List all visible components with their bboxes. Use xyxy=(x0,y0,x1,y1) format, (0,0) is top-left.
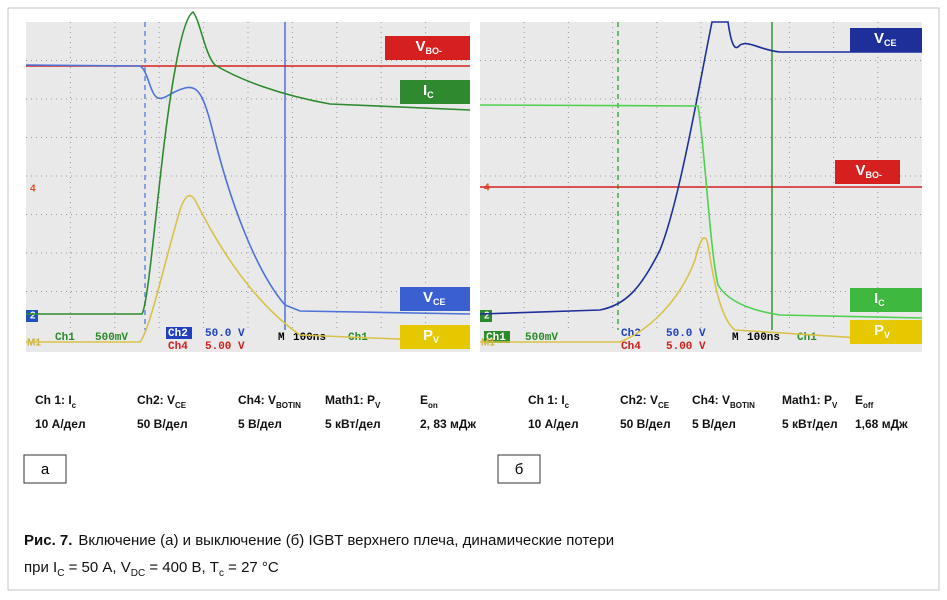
symbol-sub: CE xyxy=(433,297,446,307)
ref-marker: 2 xyxy=(30,311,36,322)
status-text: Ch2 xyxy=(168,328,188,340)
figure: Ch1500mVCh2Ch450.0 V5.00 VM100nsCh12.50 … xyxy=(0,0,947,600)
status-text: 50.0 V xyxy=(666,328,706,340)
symbol-sub: C xyxy=(878,298,885,308)
symbol-sub: V xyxy=(832,401,838,410)
setting-value: 10 А/дел xyxy=(35,417,86,431)
setting-header: Math1: PV xyxy=(782,393,838,409)
symbol-sub: V xyxy=(884,330,890,340)
symbol-sub: V xyxy=(375,401,381,410)
symbol-sub: C xyxy=(427,90,434,100)
caption-text: = 400 В, T xyxy=(145,559,219,576)
symbol-main: V xyxy=(416,38,426,55)
symbol-sub: BOTIN xyxy=(276,401,301,410)
caption-text: = 27 °C xyxy=(224,559,279,576)
caption-sub: DC xyxy=(131,568,145,579)
setting-header: Ch 1: Ic xyxy=(35,393,77,409)
symbol-sub: CE xyxy=(175,401,187,410)
symbol-main: Ch4: V xyxy=(238,393,276,407)
status-text: 100ns xyxy=(747,332,780,344)
ref-marker: M1 xyxy=(481,338,495,349)
ref-marker: M1 xyxy=(27,338,41,349)
panel-label: а xyxy=(41,461,50,478)
symbol-sub: c xyxy=(72,401,77,410)
symbol-main: Math1: P xyxy=(325,393,375,407)
setting-header: Math1: PV xyxy=(325,393,381,409)
symbol-main: Ch 1: I xyxy=(35,393,72,407)
symbol-main: E xyxy=(855,393,863,407)
symbol-main: Ch2: V xyxy=(137,393,175,407)
status-text: 5.00 V xyxy=(666,341,706,353)
symbol-sub: off xyxy=(863,401,874,410)
caption-number: Рис. 7. xyxy=(24,532,72,549)
setting-value: 5 кВт/дел xyxy=(325,417,381,431)
setting-value: 5 В/дел xyxy=(238,417,282,431)
symbol-sub: V xyxy=(433,335,439,345)
setting-value: 10 А/дел xyxy=(528,417,579,431)
ref-marker: 4 xyxy=(30,184,36,195)
ref-marker: 2 xyxy=(484,311,490,322)
symbol-main: Math1: P xyxy=(782,393,832,407)
status-text: M xyxy=(278,332,285,344)
setting-value: 50 В/дел xyxy=(620,417,671,431)
status-text: Ch4 xyxy=(621,341,641,353)
setting-value: 50 В/дел xyxy=(137,417,188,431)
caption-line: Рис. 7. Включение (а) и выключение (б) IG… xyxy=(24,532,614,549)
trace-label-box xyxy=(850,288,922,312)
symbol-main: Ch2: V xyxy=(620,393,658,407)
setting-header: Ch 1: Ic xyxy=(528,393,570,409)
symbol-sub: CE xyxy=(884,38,897,48)
status-text: 5.00 V xyxy=(205,341,245,353)
symbol-main: V xyxy=(856,162,866,179)
trace-label-box xyxy=(400,80,470,104)
status-text: Ch4 xyxy=(168,341,188,353)
caption-sub: C xyxy=(57,568,64,579)
symbol-sub: BO- xyxy=(866,170,883,180)
symbol-main: E xyxy=(420,393,428,407)
symbol-main: P xyxy=(874,322,884,339)
status-text: M xyxy=(732,332,739,344)
symbol-main: Ch 1: I xyxy=(528,393,565,407)
symbol-sub: c xyxy=(565,401,570,410)
symbol-main: Ch4: V xyxy=(692,393,730,407)
symbol-main: P xyxy=(423,327,433,344)
symbol-main: V xyxy=(874,30,884,47)
caption-text: = 50 А, V xyxy=(64,559,130,576)
symbol-main: V xyxy=(423,289,433,306)
panel-label: б xyxy=(515,461,524,478)
symbol-sub: on xyxy=(428,401,438,410)
setting-value: 2, 83 мДж xyxy=(420,417,476,431)
caption-text: Включение (а) и выключение (б) IGBT верх… xyxy=(78,532,614,549)
ref-marker: 4 xyxy=(484,183,490,194)
setting-value: 5 В/дел xyxy=(692,417,736,431)
symbol-sub: BOTIN xyxy=(730,401,755,410)
setting-value: 5 кВт/дел xyxy=(782,417,838,431)
status-text: Ch2 xyxy=(621,328,641,340)
symbol-sub: CE xyxy=(658,401,670,410)
status-text: 50.0 V xyxy=(205,328,245,340)
caption-text: при I xyxy=(24,559,57,576)
symbol-sub: BO- xyxy=(426,46,443,56)
setting-value: 1,68 мДж xyxy=(855,417,908,431)
